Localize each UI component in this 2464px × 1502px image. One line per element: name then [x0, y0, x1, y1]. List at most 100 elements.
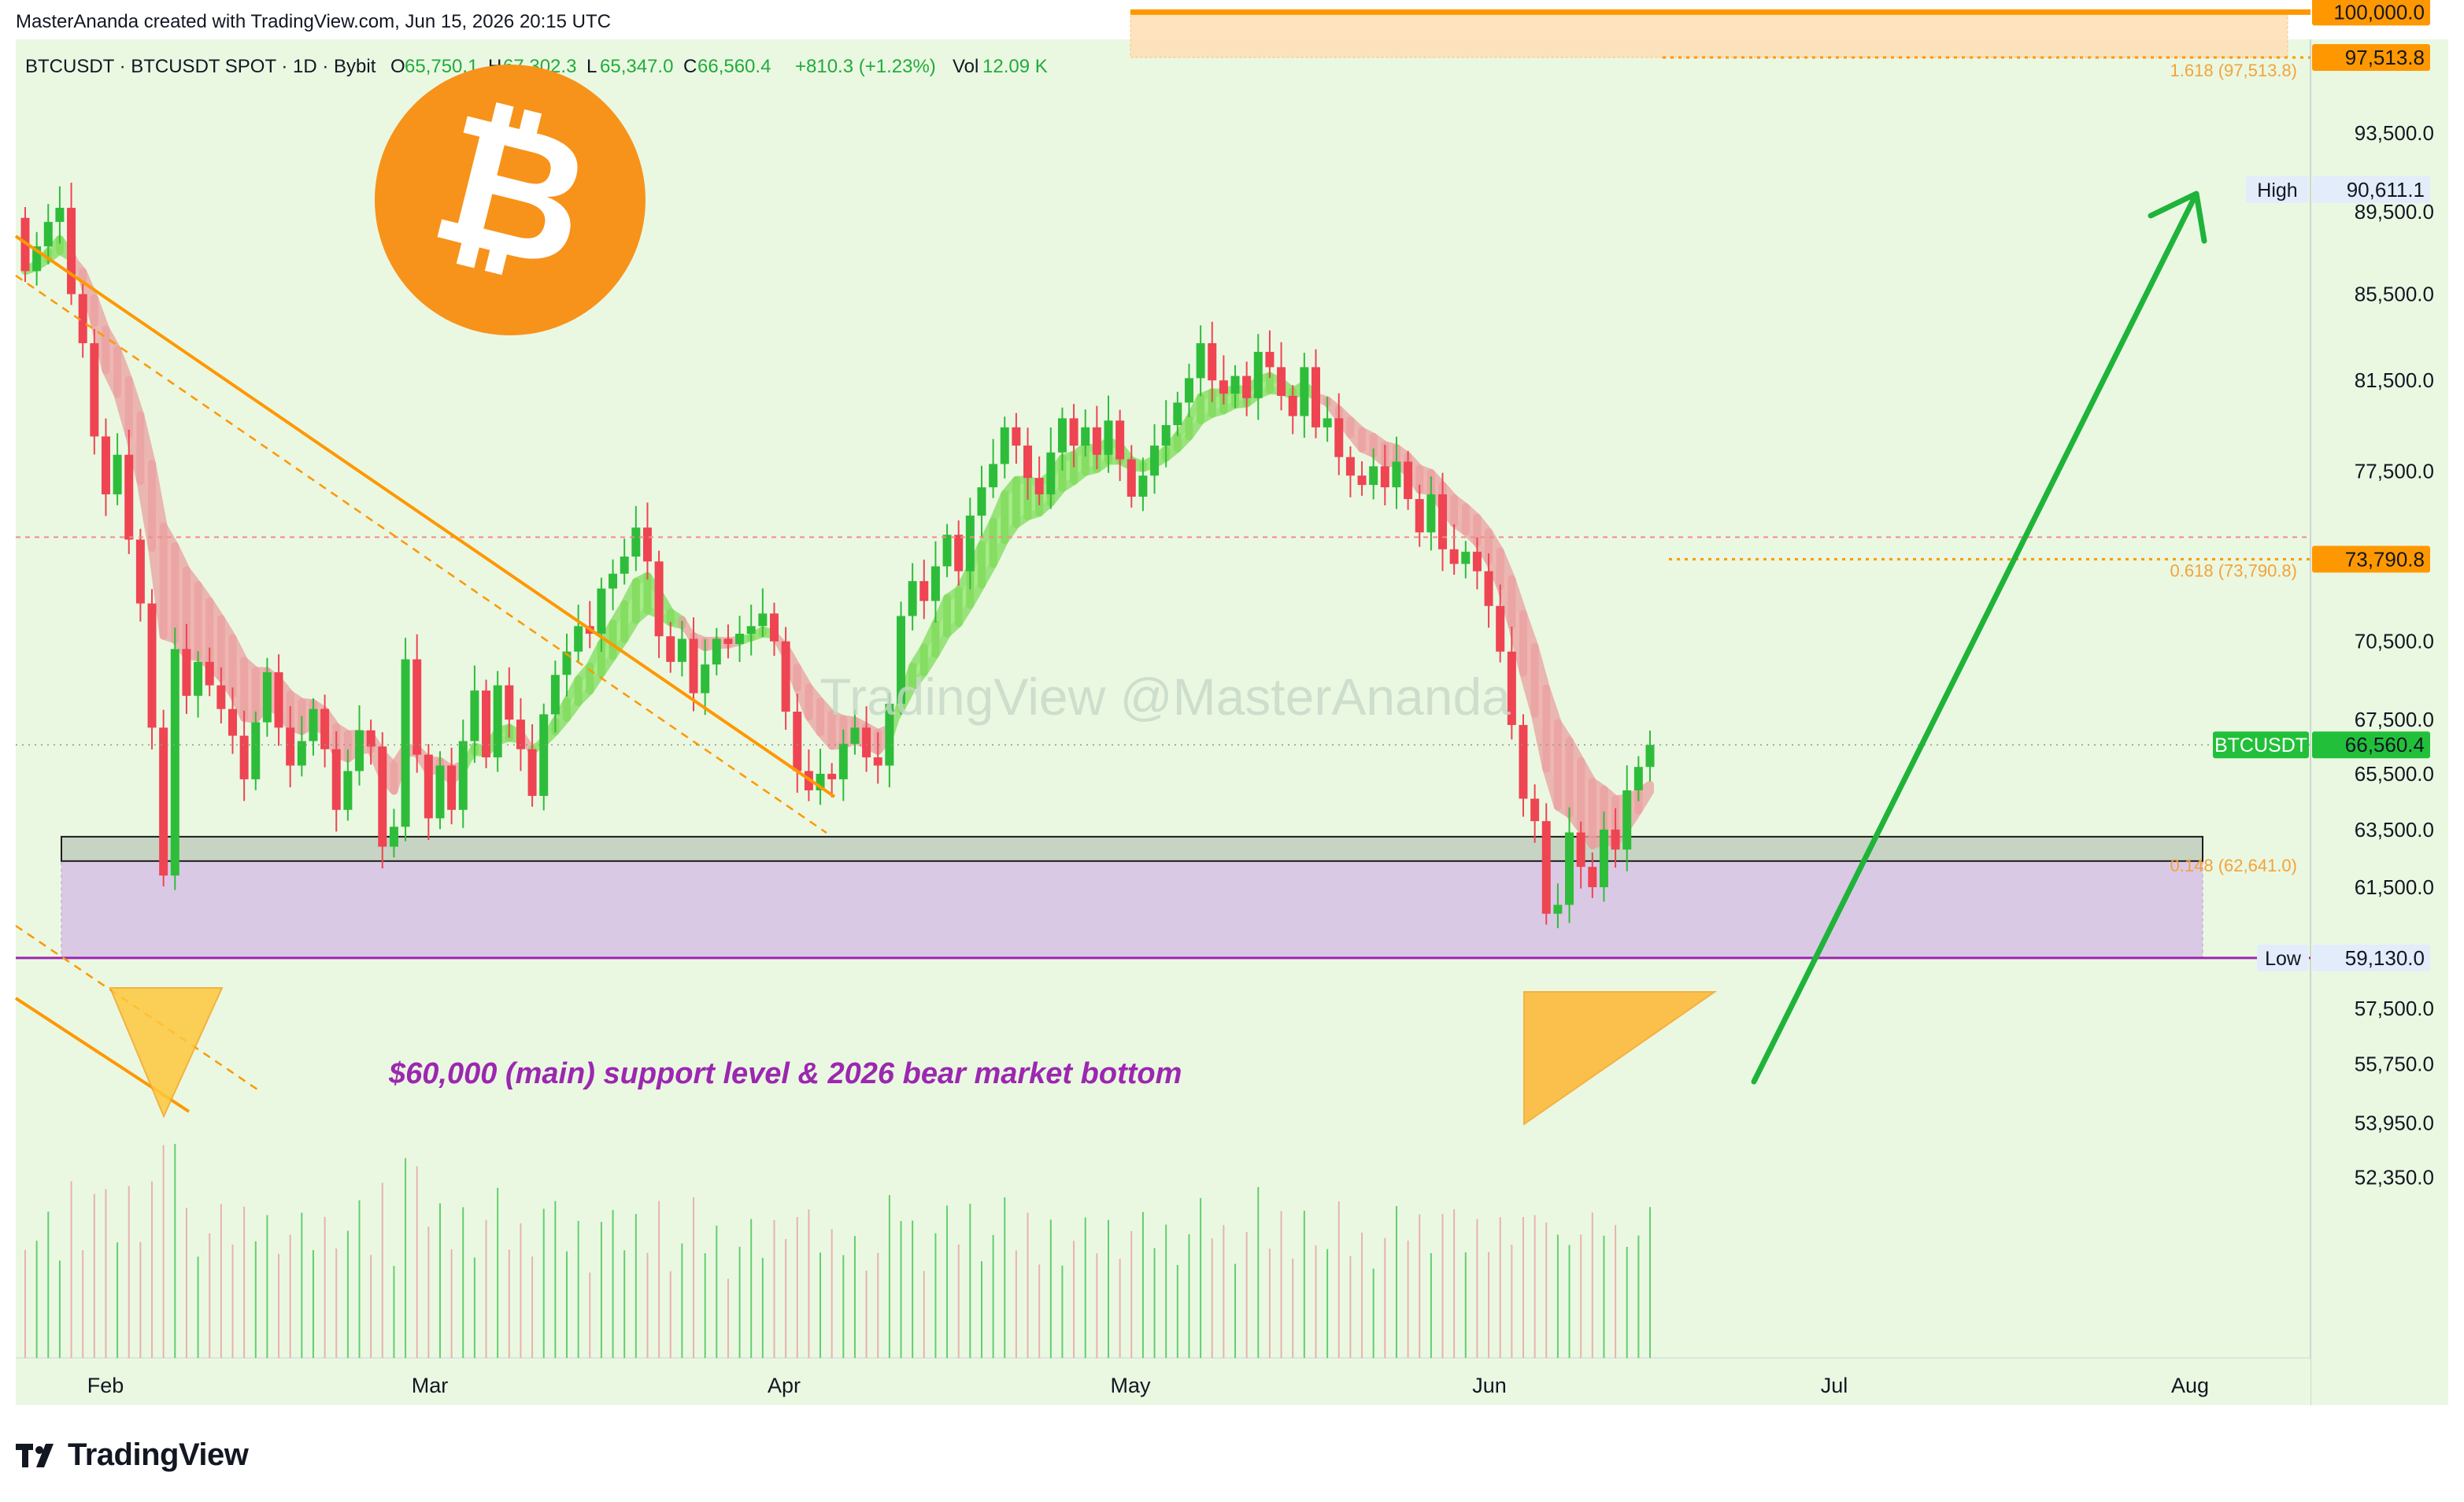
candle-body[interactable] [701, 664, 710, 694]
candle[interactable] [228, 687, 237, 754]
candle-body[interactable] [1277, 367, 1286, 396]
candle-body[interactable] [1069, 418, 1078, 446]
candle-body[interactable] [216, 685, 226, 709]
candle-body[interactable] [631, 527, 641, 557]
candle-body[interactable] [758, 613, 768, 627]
candle-body[interactable] [309, 708, 318, 742]
candle[interactable] [493, 671, 502, 772]
candle-body[interactable] [147, 603, 157, 728]
candle[interactable] [1345, 446, 1355, 498]
candle[interactable] [1104, 395, 1113, 473]
candle-body[interactable] [1127, 459, 1136, 497]
candle-body[interactable] [228, 708, 237, 736]
candle[interactable] [43, 204, 53, 265]
candle-body[interactable] [1357, 475, 1367, 486]
candle[interactable] [620, 538, 629, 585]
candle-body[interactable] [170, 649, 179, 876]
candle-body[interactable] [182, 649, 191, 696]
candle[interactable] [1288, 385, 1297, 435]
candle-body[interactable] [1092, 427, 1101, 455]
candle-body[interactable] [793, 712, 802, 771]
price-tag[interactable]: Low 59,130.0 [2257, 944, 2430, 971]
candle[interactable] [816, 749, 825, 805]
candle[interactable] [873, 732, 882, 784]
candle[interactable] [989, 438, 998, 498]
candle-body[interactable] [1484, 571, 1493, 606]
candle[interactable] [1496, 584, 1505, 663]
candle[interactable] [378, 732, 387, 869]
candle-body[interactable] [827, 773, 837, 779]
candle-body[interactable] [1150, 446, 1160, 476]
candle-body[interactable] [930, 566, 940, 601]
candle[interactable] [424, 743, 433, 841]
candle-body[interactable] [1426, 494, 1436, 533]
candle-body[interactable] [1219, 380, 1228, 394]
candle-body[interactable] [55, 207, 65, 222]
candle[interactable] [539, 703, 549, 811]
candle[interactable] [1576, 821, 1585, 889]
candle[interactable] [1219, 355, 1228, 405]
candle[interactable] [135, 528, 145, 622]
candle[interactable] [1034, 456, 1044, 505]
candle[interactable] [609, 559, 618, 611]
candle[interactable] [1530, 784, 1540, 843]
candle-body[interactable] [1611, 829, 1620, 850]
candle[interactable] [1461, 541, 1471, 579]
candle[interactable] [1265, 330, 1275, 379]
price-axis-area[interactable] [2310, 39, 2448, 1405]
candle[interactable] [366, 720, 376, 765]
candle[interactable] [1311, 349, 1320, 438]
candle-body[interactable] [90, 342, 99, 437]
candle[interactable] [677, 620, 686, 677]
candle[interactable] [897, 601, 906, 715]
candle-body[interactable] [654, 561, 664, 637]
candle[interactable] [1323, 397, 1332, 442]
candle-body[interactable] [194, 661, 203, 696]
price-tag[interactable]: 97,513.8 [2312, 43, 2430, 71]
candle-body[interactable] [1622, 790, 1632, 850]
candle[interactable] [1484, 553, 1493, 628]
candle[interactable] [838, 729, 848, 801]
candle-body[interactable] [1104, 420, 1113, 455]
candle[interactable] [1184, 364, 1193, 417]
candle[interactable] [1449, 523, 1459, 575]
candle-body[interactable] [124, 454, 134, 540]
candle[interactable] [942, 523, 952, 578]
candle[interactable] [1046, 427, 1056, 509]
candle[interactable] [1208, 321, 1217, 402]
candle-body[interactable] [1242, 376, 1252, 398]
candle-body[interactable] [1138, 475, 1148, 497]
candle[interactable] [550, 660, 560, 733]
candle[interactable] [1023, 427, 1033, 500]
candle-body[interactable] [539, 714, 549, 797]
candle[interactable] [965, 498, 975, 590]
candle-body[interactable] [424, 754, 433, 819]
candle[interactable] [55, 186, 65, 244]
candle[interactable] [654, 550, 664, 658]
candle[interactable] [435, 751, 445, 830]
candle-body[interactable] [1449, 549, 1459, 564]
candle-body[interactable] [919, 581, 929, 601]
candle-body[interactable] [1438, 494, 1448, 549]
candle[interactable] [735, 616, 745, 662]
candle-body[interactable] [1369, 466, 1378, 486]
candle-body[interactable] [274, 671, 283, 728]
candle[interactable] [1300, 353, 1309, 438]
candle[interactable] [194, 651, 203, 718]
candle[interactable] [954, 520, 964, 586]
candle-body[interactable] [1196, 342, 1205, 379]
candle[interactable] [297, 716, 306, 777]
candle-body[interactable] [1253, 351, 1263, 398]
candle-body[interactable] [620, 557, 629, 574]
candle-body[interactable] [1265, 351, 1275, 368]
candle[interactable] [1588, 852, 1597, 898]
candle[interactable] [908, 563, 917, 631]
candle-body[interactable] [527, 749, 537, 797]
candle-body[interactable] [389, 827, 398, 847]
candle-body[interactable] [1599, 829, 1608, 888]
candle-body[interactable] [159, 727, 168, 876]
candle[interactable] [1565, 807, 1574, 923]
candle[interactable] [1138, 457, 1148, 512]
candle[interactable] [631, 505, 641, 572]
candle-body[interactable] [816, 773, 825, 790]
